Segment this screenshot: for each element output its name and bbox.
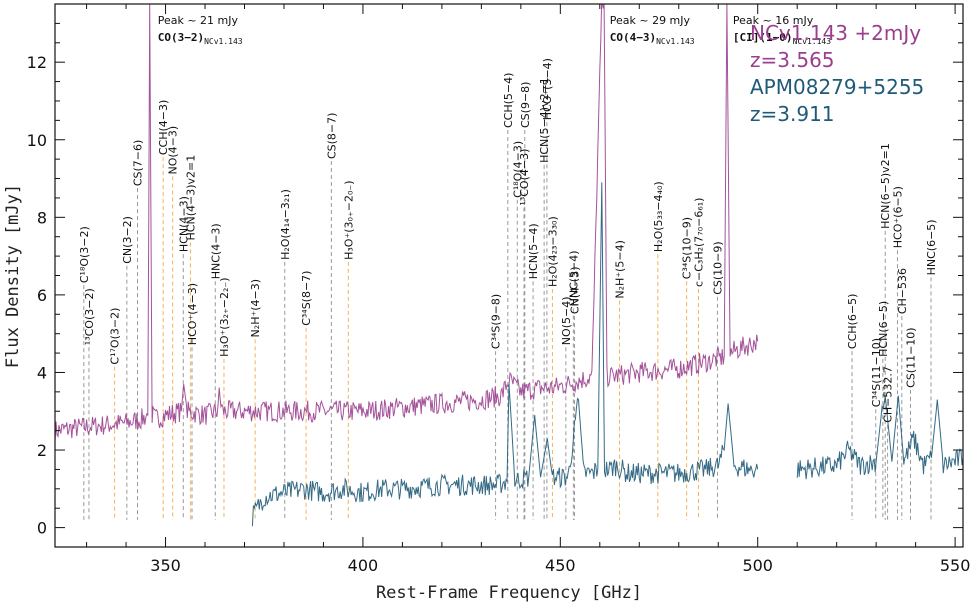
series-apm08279	[796, 395, 963, 480]
line-label: N₂H⁺(4−3)	[249, 279, 262, 338]
line-label: C³⁴S(11−10)	[870, 338, 883, 407]
line-label: HCO⁺(5−4)	[541, 58, 554, 120]
line-label: CCH(4−3)	[157, 100, 170, 155]
line-label: NO(5−4)	[560, 297, 573, 346]
line-label: NO(4−3)	[167, 126, 180, 175]
series-ncv1143	[55, 4, 759, 442]
x-tick-label: 500	[742, 556, 773, 575]
line-label: C³⁴S(10−9)	[681, 217, 694, 279]
line-label: CN(3−2)	[121, 216, 134, 264]
peak-annotation: Peak ~ 16 mJy	[733, 14, 814, 27]
line-label: HCO⁺(4−3)	[186, 283, 199, 345]
line-marker-layer	[83, 122, 932, 520]
line-label: HCN(5−4)	[527, 223, 540, 279]
line-label: HNC(4−3)	[209, 223, 222, 279]
legend-entry-apm08279: z=3.911	[750, 102, 835, 126]
line-label: CS(10−9)	[711, 241, 724, 294]
line-label: C¹⁷O(3−2)	[109, 308, 122, 365]
legend-entry-apm08279: APM08279+5255	[750, 75, 924, 99]
line-label: HCN(6−5)	[877, 301, 890, 357]
line-label: C¹⁸O(4−3)	[511, 141, 524, 198]
series-apm08279	[251, 182, 759, 527]
line-label: H₃O⁺(3₀₊−2₀₋)	[342, 180, 355, 259]
peak-annotation-layer: Peak ~ 21 mJy CO(3−2)NCv1.143 Peak ~ 29 mJ…	[158, 14, 832, 46]
line-label: HNC(6−5)	[925, 219, 938, 275]
line-label: ¹³CO(3−2)	[83, 288, 96, 345]
legend: NCv1.143 +2mJy z=3.565 APM08279+5255 z=3.91…	[750, 21, 924, 126]
line-label: C³⁴S(9−8)	[490, 294, 503, 349]
line-label: C¹⁸O(3−2)	[78, 226, 91, 283]
line-label: HCN(6−5)v2=1	[879, 143, 892, 229]
line-label: HCN(5−4)v2=1	[538, 77, 551, 163]
y-axis-label: Flux Density [mJy]	[3, 184, 23, 368]
line-label: CCH(6−5)	[846, 294, 859, 349]
line-label: CN(4−3)	[569, 266, 582, 314]
legend-entry-ncv1143: NCv1.143 +2mJy	[750, 21, 921, 45]
x-tick-label: 350	[150, 556, 181, 575]
line-label: ¹³CO(4−3)	[518, 149, 531, 206]
line-label: CH−536	[896, 268, 909, 314]
line-label: HCN(4−3)	[177, 196, 190, 252]
x-tick-label: 550	[940, 556, 971, 575]
legend-entry-ncv1143: z=3.565	[750, 48, 835, 72]
line-label: CH−532.7	[882, 366, 895, 423]
line-label: CS(8−7)	[325, 113, 338, 159]
y-tick-label: 10	[27, 131, 47, 150]
line-label: C³⁴S(8−7)	[300, 271, 313, 326]
y-tick-label: 8	[37, 208, 47, 227]
axis-layer: 350 400 450 500 550 0 2 4 6 8 10 12	[27, 3, 971, 575]
y-tick-label: 12	[27, 53, 47, 72]
line-label: H₂O(4₁₄−3₂₁)	[279, 189, 292, 260]
x-tick-label: 450	[545, 556, 576, 575]
y-tick-label: 4	[37, 363, 47, 382]
line-label: N₂H⁺(5−4)	[614, 240, 627, 299]
y-tick-label: 2	[37, 441, 47, 460]
peak-line-label: CO(3−2)NCv1.143	[158, 31, 243, 46]
line-label: CS(11−10)	[904, 327, 917, 387]
x-axis-label: Rest-Frame Frequency [GHz]	[376, 583, 642, 603]
line-label: HNC(5−4)	[567, 250, 580, 306]
line-label: c−C₃H₂(7₇₀−6₆₁)	[692, 198, 705, 287]
line-label: CS(7−6)	[132, 140, 145, 186]
peak-annotation: Peak ~ 29 mJy	[610, 14, 691, 27]
line-label: H₃O⁺(3₂₊−2₂₋)	[218, 277, 231, 356]
line-label: HCN(4−3)v2=1	[184, 155, 197, 241]
line-label-layer: C¹⁸O(3−2) ¹³CO(3−2) C¹⁷O(3−2) CN(3−2) CS(7−6…	[78, 58, 938, 423]
line-label: H₂O(5₃₃−4₄₀)	[652, 181, 665, 252]
y-tick-label: 6	[37, 286, 47, 305]
line-label: CCH(5−4)	[502, 73, 515, 128]
line-label: HCO⁺(6−5)	[891, 186, 904, 248]
plot-area	[55, 4, 963, 527]
x-tick-label: 400	[348, 556, 379, 575]
peak-line-label: CO(4−3)NCv1.143	[610, 31, 695, 46]
line-label: H₂O(4₂₃−3₃₀)	[546, 216, 559, 287]
y-tick-label: 0	[37, 519, 47, 538]
series-layer	[55, 4, 963, 527]
peak-annotation: Peak ~ 21 mJy	[158, 14, 239, 27]
line-label: CS(9−8)	[519, 82, 532, 128]
